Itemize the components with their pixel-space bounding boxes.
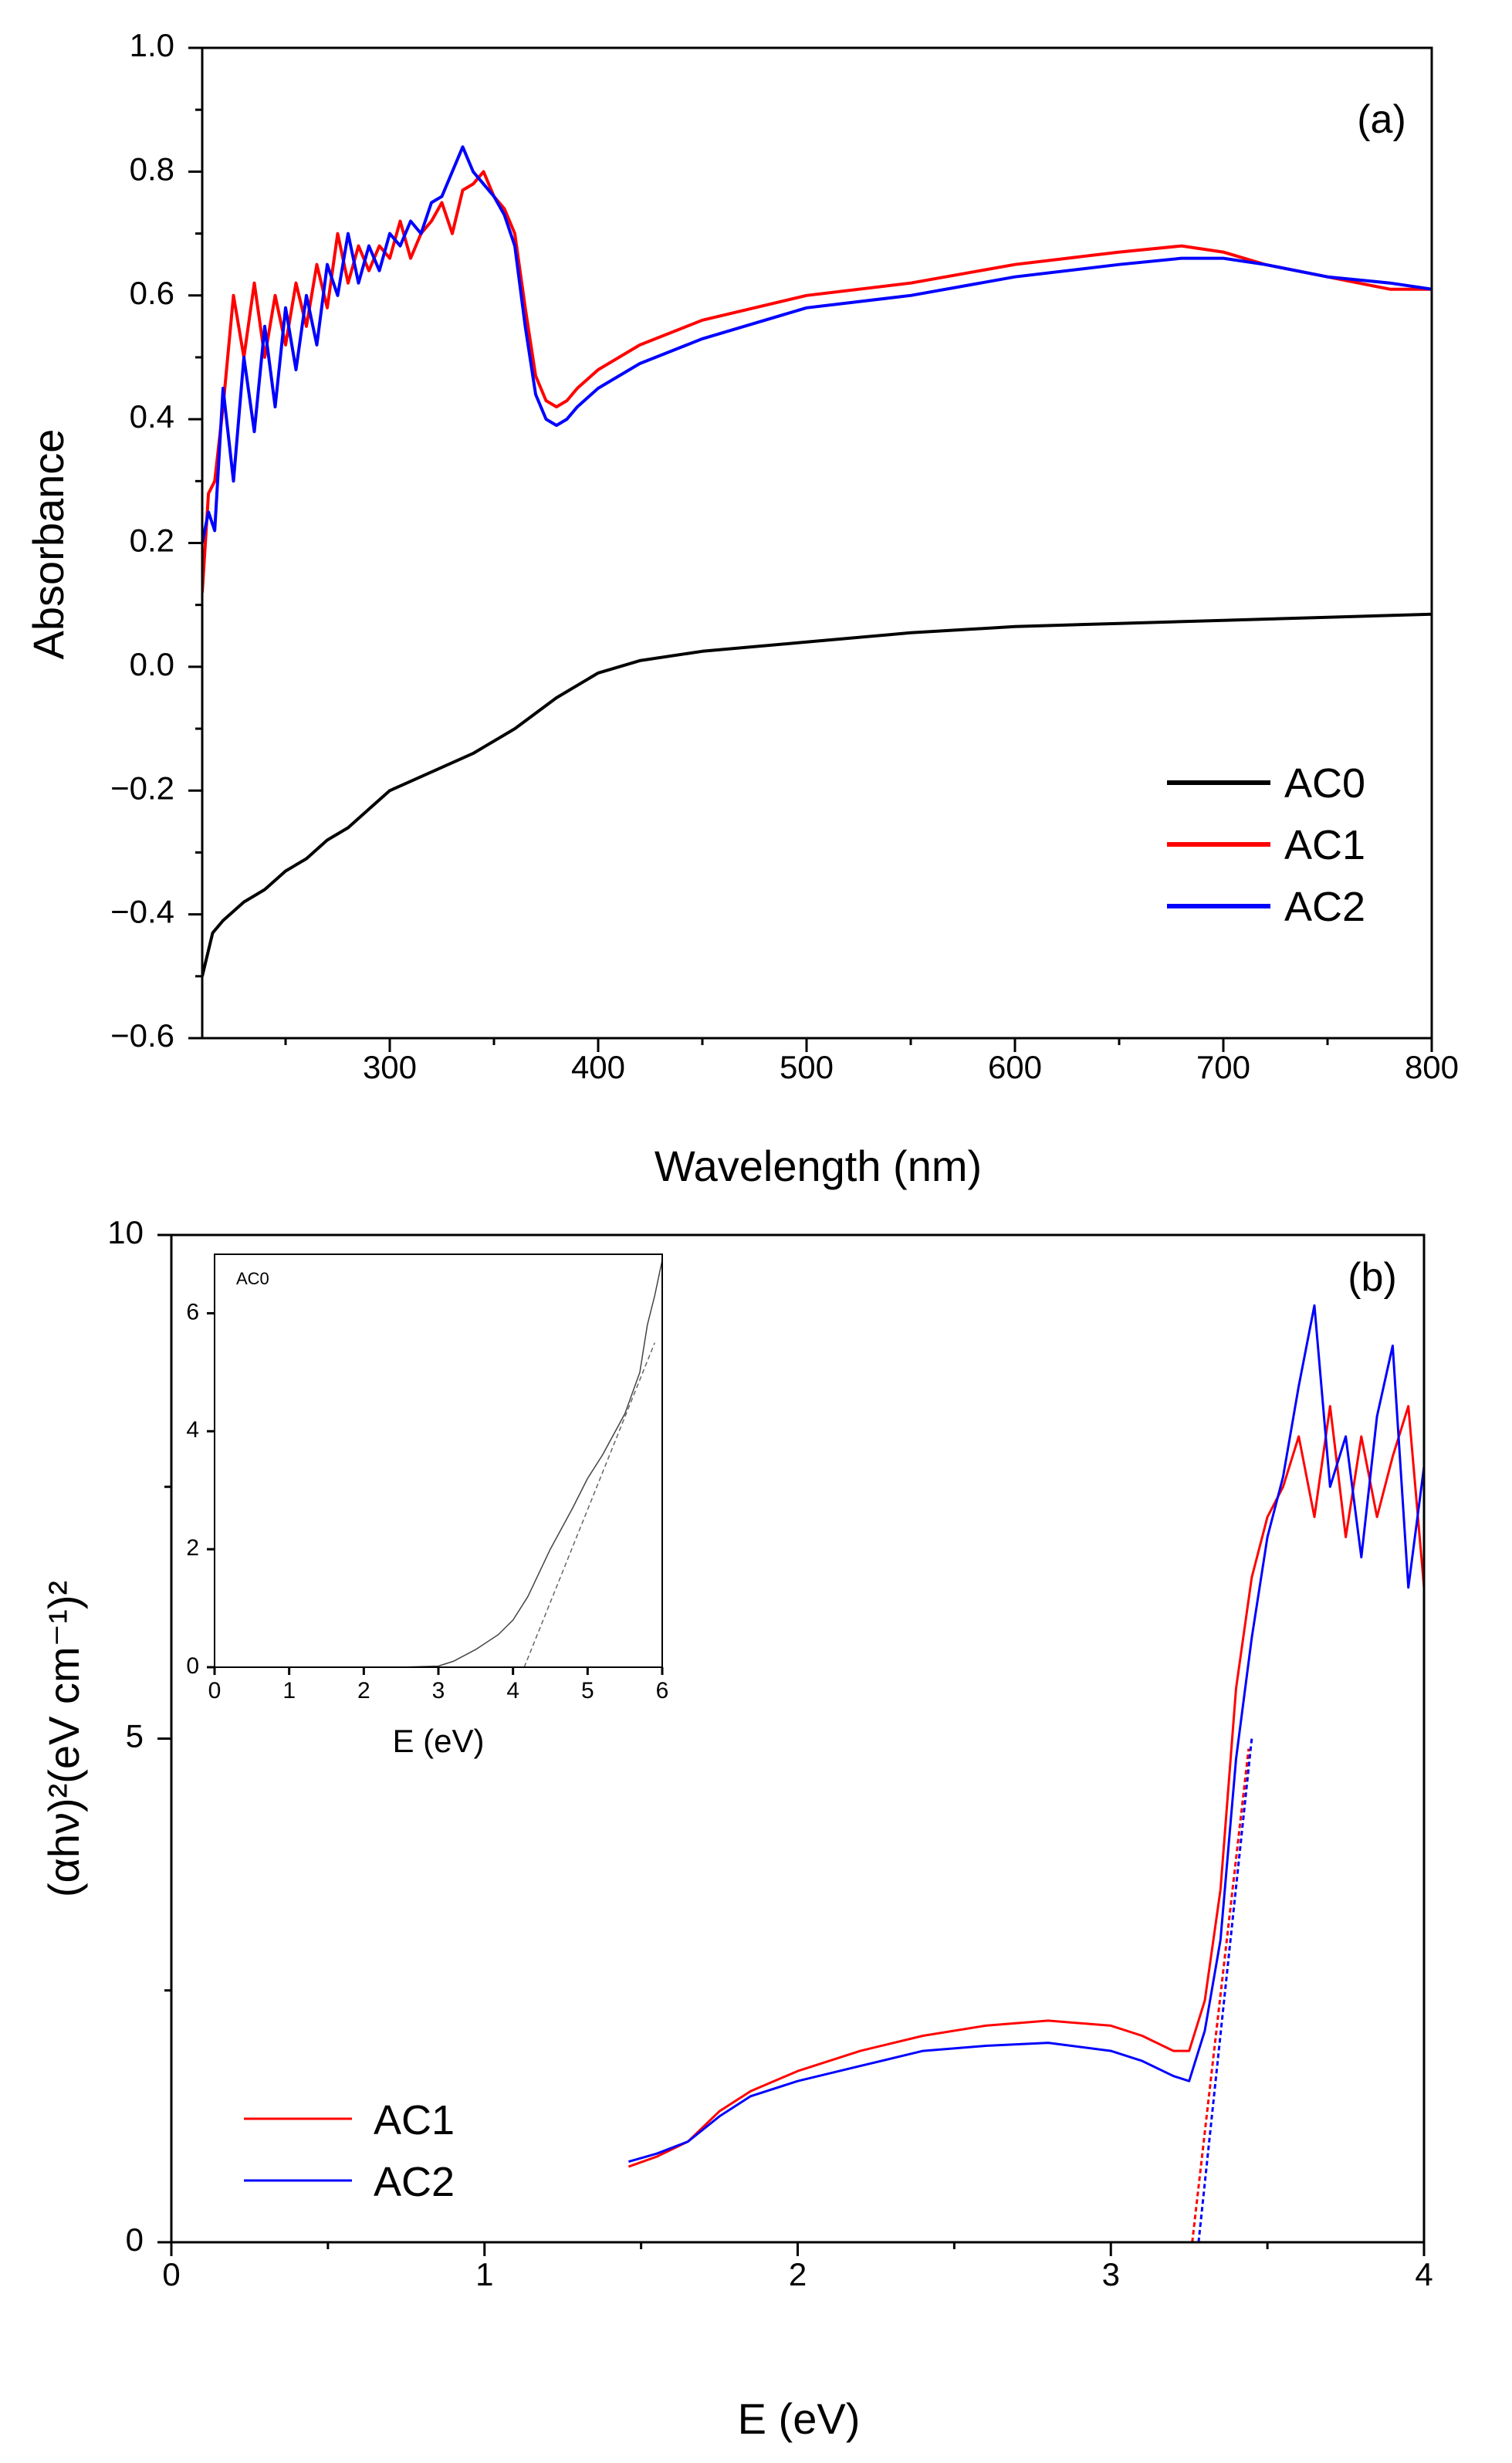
panel-a-y-tick-label: −0.4 <box>110 894 174 930</box>
inset-x-tick-label: 1 <box>282 1678 296 1703</box>
panel-b-label: (b) <box>1348 1255 1397 1300</box>
panel-b-y-tick-label: 10 <box>107 1214 144 1250</box>
inset-ticks-layer: 0 1 2 3 4 5 6 0 2 4 6 <box>186 1299 668 1703</box>
inset-x-tick-label: 5 <box>581 1678 594 1703</box>
inset-x-tick-label: 2 <box>357 1678 370 1703</box>
panel-a-x-tick-label: 500 <box>780 1049 834 1085</box>
panel-a-y-axis-title: Absorbance <box>24 429 73 660</box>
panel-a-ticks-layer: 300 400 500 600 700 800 −0.6 −0.4 −0.2 0.0 0.2 0.4 0… <box>110 27 1459 1085</box>
panel-a-legend-label-ac0: AC0 <box>1284 760 1365 807</box>
panel-b-legend-label-ac1: AC1 <box>374 2097 455 2143</box>
panel-a-plot-frame <box>201 46 1433 1040</box>
panel-a: 300 400 500 600 700 800 −0.6 −0.4 −0.2 0.0 0.2 0.4 0… <box>24 27 1459 1190</box>
inset-x-tick-label: 0 <box>208 1678 222 1703</box>
panel-a-y-tick-label: −0.6 <box>110 1017 174 1054</box>
panel-b-x-tick-label: 0 <box>162 2256 180 2292</box>
inset-x-tick-label: 4 <box>506 1678 519 1703</box>
panel-a-series-ac1 <box>202 170 1432 593</box>
panel-b-y-tick-label: 0 <box>126 2221 144 2258</box>
panel-a-x-tick-label: 600 <box>988 1049 1042 1085</box>
panel-b-series-ac1 <box>627 1405 1424 2168</box>
panel-b-inset: 0 1 2 3 4 5 6 0 2 4 6 AC0 E (eV) <box>186 1253 668 1759</box>
panel-a-legend-label-ac2: AC2 <box>1284 884 1365 930</box>
inset-y-tick-label: 0 <box>186 1653 199 1679</box>
inset-background <box>215 1254 662 1667</box>
panel-a-y-tick-label: 0.6 <box>130 275 174 311</box>
panel-a-x-tick-label: 400 <box>571 1049 625 1085</box>
inset-series-ac0 <box>326 1260 662 1667</box>
panel-a-y-tick-label: 0.4 <box>130 398 174 435</box>
panel-a-y-tick-label: 1.0 <box>130 27 174 63</box>
panel-a-x-axis-title: Wavelength (nm) <box>655 1142 982 1190</box>
inset-y-tick-label: 2 <box>186 1535 199 1561</box>
panel-a-y-tick-label: −0.2 <box>110 770 174 806</box>
panel-a-legend-label-ac1: AC1 <box>1284 822 1365 868</box>
panel-b-series-ac2 <box>627 1304 1424 2164</box>
panel-a-y-tick-label: 0.0 <box>130 646 174 682</box>
inset-x-axis-title: E (eV) <box>392 1723 484 1759</box>
panel-a-series-layer <box>202 145 1432 977</box>
panel-b-legend: AC1 AC2 <box>244 2097 455 2205</box>
panel-b-series-ac1-fit <box>1191 1748 1250 2242</box>
inset-title: AC0 <box>236 1269 269 1288</box>
panel-b-x-axis-title: E (eV) <box>738 2394 861 2443</box>
panel-a-y-tick-label: 0.2 <box>130 523 174 559</box>
inset-y-tick-label: 4 <box>186 1417 199 1443</box>
panel-b-y-tick-label: 5 <box>126 1718 144 1754</box>
panel-b-series-layer <box>627 1304 1424 2242</box>
panel-b-x-tick-label: 4 <box>1415 2256 1433 2292</box>
inset-y-tick-label: 6 <box>186 1299 199 1325</box>
panel-a-legend: AC0 AC1 AC2 <box>1167 760 1365 930</box>
inset-series-ac0-fit <box>523 1342 655 1667</box>
panel-a-x-tick-label: 300 <box>363 1049 417 1085</box>
panel-a-series-ac2 <box>202 145 1432 543</box>
panel-b-x-tick-label: 1 <box>475 2256 493 2292</box>
panel-a-x-tick-label: 700 <box>1196 1049 1250 1085</box>
inset-x-tick-label: 6 <box>656 1678 669 1703</box>
panel-a-label: (a) <box>1357 97 1406 142</box>
panel-a-series-ac0 <box>202 612 1432 977</box>
inset-x-tick-label: 3 <box>432 1678 445 1703</box>
inset-series-layer <box>326 1260 662 1667</box>
panel-a-x-tick-label: 800 <box>1405 1049 1459 1085</box>
panel-b-x-tick-label: 2 <box>789 2256 807 2292</box>
panel-b-y-axis-title: (αhν)²(eV cm⁻¹)² <box>39 1581 88 1897</box>
panel-a-y-tick-label: 0.8 <box>130 151 174 187</box>
panel-b-legend-label-ac2: AC2 <box>374 2159 455 2205</box>
panel-b-x-tick-label: 3 <box>1102 2256 1120 2292</box>
